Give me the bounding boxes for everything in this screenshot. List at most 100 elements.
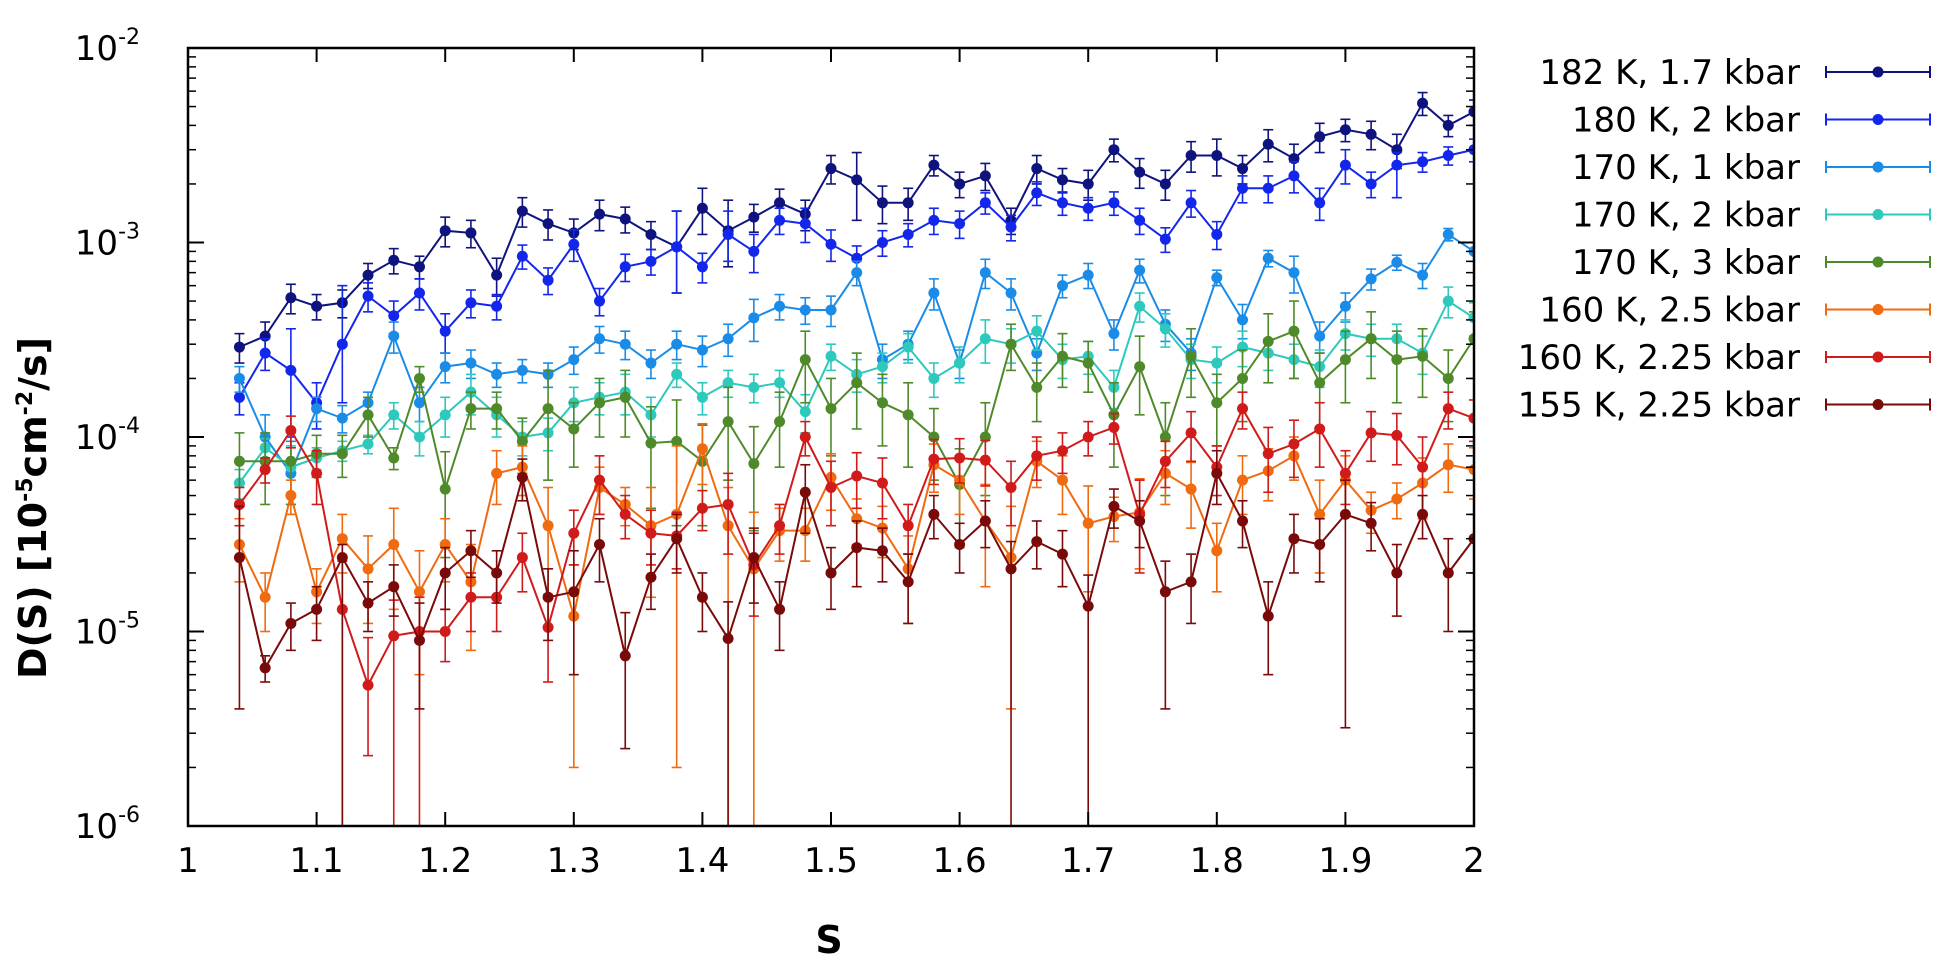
x-tick-label: 2	[1463, 841, 1485, 881]
data-point	[722, 498, 734, 510]
y-axis-title-mid: cm	[11, 415, 55, 477]
y-axis-title: D(S) [10-5cm-2/s]	[11, 337, 55, 679]
data-point	[1468, 333, 1474, 345]
data-point	[799, 431, 811, 443]
data-point	[285, 292, 297, 304]
data-point	[1365, 128, 1377, 140]
data-point	[1185, 150, 1197, 162]
y-tick-label: 10-4	[75, 414, 140, 458]
data-point	[336, 448, 348, 460]
legend-label: 170 K, 1 kbar	[1572, 148, 1800, 188]
data-point	[748, 381, 760, 393]
data-point	[311, 467, 323, 479]
data-point	[928, 159, 940, 171]
y-tick-label: 10-6	[75, 803, 140, 847]
data-point	[1417, 97, 1429, 109]
data-point	[439, 409, 451, 421]
y-axis-title-main: D(S) [10	[11, 502, 55, 679]
data-point	[1005, 481, 1017, 493]
data-point	[1391, 567, 1403, 579]
data-point	[233, 498, 245, 510]
data-point	[1031, 536, 1043, 548]
data-point	[1314, 197, 1326, 209]
data-point	[1134, 264, 1146, 276]
data-point	[1262, 335, 1274, 347]
data-point	[285, 617, 297, 629]
legend-marker	[1872, 161, 1884, 173]
data-point	[233, 391, 245, 403]
y-tick-exp: -5	[118, 609, 140, 634]
data-point	[1005, 563, 1017, 575]
legend-marker	[1872, 256, 1884, 268]
data-point	[851, 377, 863, 389]
data-point	[542, 274, 554, 286]
data-point	[645, 255, 657, 267]
data-point	[774, 416, 786, 428]
y-tick-exp: -2	[118, 25, 140, 50]
legend-label: 160 K, 2.5 kbar	[1539, 291, 1800, 331]
data-point	[1005, 287, 1017, 299]
data-point	[1365, 517, 1377, 529]
data-point	[439, 325, 451, 337]
data-point	[1159, 586, 1171, 598]
data-point	[902, 228, 914, 240]
data-point	[594, 208, 606, 220]
data-point	[954, 452, 966, 464]
data-point	[465, 591, 477, 603]
x-tick-label: 1.5	[804, 841, 858, 881]
x-tick-label: 1.9	[1318, 841, 1372, 881]
data-point	[1314, 423, 1326, 435]
data-point	[594, 539, 606, 551]
data-point	[1365, 273, 1377, 285]
data-point	[439, 225, 451, 237]
data-point	[1056, 197, 1068, 209]
legend-label: 182 K, 1.7 kbar	[1539, 53, 1800, 93]
data-point	[542, 218, 554, 230]
data-point	[1211, 272, 1223, 284]
data-point	[1031, 163, 1043, 175]
data-point	[233, 552, 245, 564]
data-point	[851, 267, 863, 279]
data-point	[1159, 431, 1171, 443]
data-point	[413, 431, 425, 443]
data-point	[491, 368, 503, 380]
data-point	[1082, 431, 1094, 443]
data-point	[825, 163, 837, 175]
data-point	[388, 254, 400, 266]
data-point	[1365, 427, 1377, 439]
data-point	[1288, 533, 1300, 545]
y-tick-exp: -6	[118, 803, 140, 828]
data-point	[568, 354, 580, 366]
data-point	[1262, 610, 1274, 622]
y-tick-base: 10	[75, 29, 118, 69]
data-point	[1442, 228, 1454, 240]
data-point	[285, 490, 297, 502]
data-point	[336, 533, 348, 545]
data-point	[1442, 295, 1454, 307]
data-point	[1314, 330, 1326, 342]
legend-marker	[1872, 399, 1884, 410]
data-point	[1237, 163, 1249, 175]
data-point	[1185, 427, 1197, 439]
data-point	[1339, 159, 1351, 171]
legend-item: 160 K, 2.25 kbar	[1518, 338, 1931, 378]
data-point	[671, 338, 683, 350]
data-point	[696, 591, 708, 603]
legend-label: 180 K, 2 kbar	[1572, 101, 1800, 141]
data-point	[671, 435, 683, 447]
data-point	[722, 633, 734, 645]
data-point	[1391, 429, 1403, 441]
data-point	[619, 650, 631, 662]
data-point	[1005, 338, 1017, 350]
data-point	[1314, 539, 1326, 551]
data-point	[1159, 233, 1171, 245]
data-point	[1339, 467, 1351, 479]
data-point	[465, 297, 477, 309]
data-point	[1108, 328, 1120, 340]
data-point	[1159, 455, 1171, 467]
data-point	[1108, 421, 1120, 433]
data-point	[671, 241, 683, 253]
x-tick-label: 1.4	[675, 841, 729, 881]
data-point	[1031, 381, 1043, 393]
